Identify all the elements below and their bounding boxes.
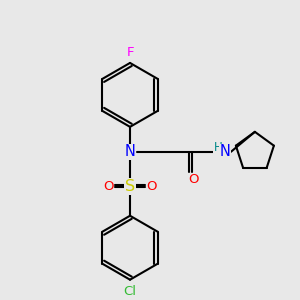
Text: O: O: [189, 173, 199, 186]
Text: N: N: [220, 144, 230, 159]
Text: S: S: [125, 179, 135, 194]
Text: F: F: [126, 46, 134, 59]
Text: Cl: Cl: [124, 285, 136, 298]
Text: O: O: [147, 180, 157, 193]
Text: H: H: [214, 141, 222, 154]
Text: O: O: [103, 180, 113, 193]
Text: N: N: [124, 144, 136, 159]
